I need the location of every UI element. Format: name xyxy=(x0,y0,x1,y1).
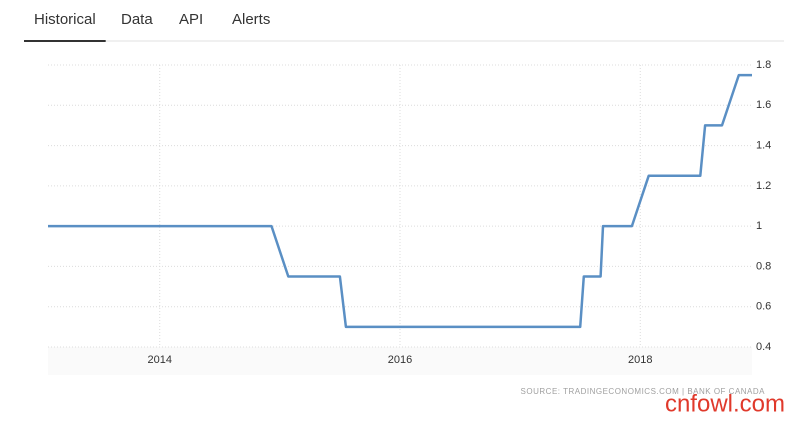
tab[interactable]: Data xyxy=(121,11,153,28)
y-tick-label: 0.6 xyxy=(756,301,771,313)
watermark: cnfowl.com xyxy=(665,390,785,417)
y-tick-label: 1.4 xyxy=(756,139,771,151)
y-tick-label: 1.6 xyxy=(756,99,771,111)
active-tab-underline xyxy=(24,40,106,42)
y-tick-label: 0.4 xyxy=(756,341,771,353)
x-tick-label: 2014 xyxy=(147,354,171,366)
y-tick-label: 1 xyxy=(756,220,762,232)
tab[interactable]: Historical xyxy=(34,11,96,28)
axis-band xyxy=(48,347,752,375)
source-note: SOURCE: TRADINGECONOMICS.COM | BANK OF C… xyxy=(521,387,766,396)
x-tick-label: 2018 xyxy=(628,354,652,366)
y-tick-label: 1.8 xyxy=(756,59,771,71)
x-tick-label: 2016 xyxy=(388,354,412,366)
y-tick-label: 1.2 xyxy=(756,180,771,192)
tab[interactable]: Alerts xyxy=(232,11,270,28)
tab[interactable]: API xyxy=(179,11,203,28)
y-tick-label: 0.8 xyxy=(756,260,771,272)
data-line xyxy=(48,73,752,329)
